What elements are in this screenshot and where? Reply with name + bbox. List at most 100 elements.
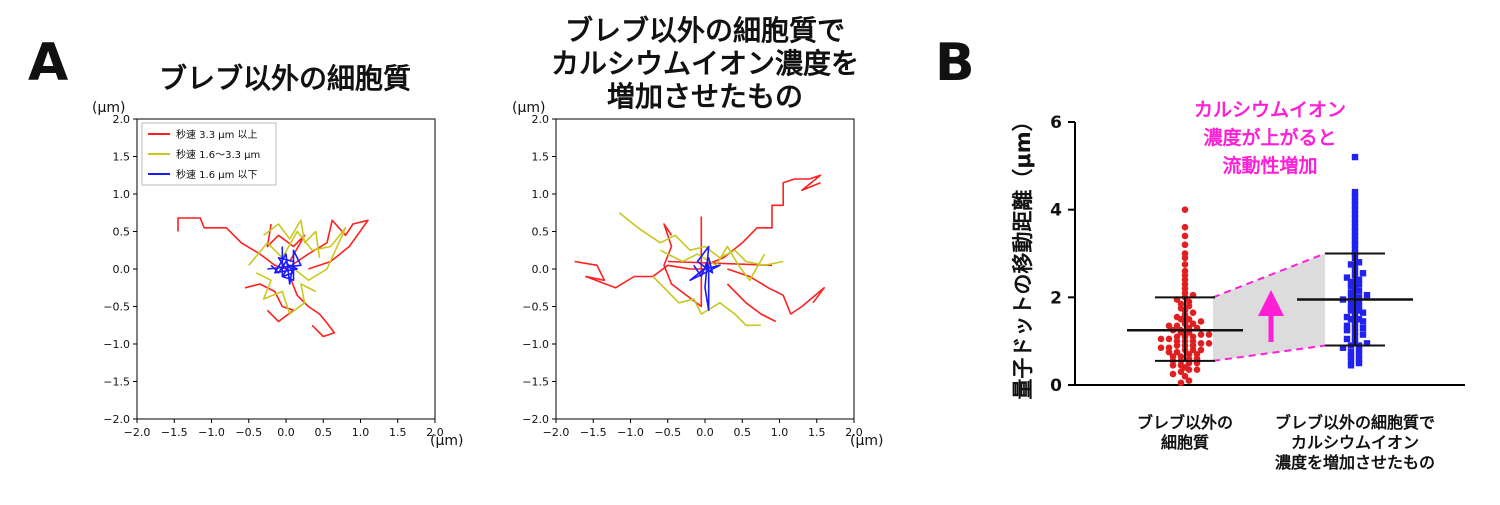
annotation-line-1: カルシウムイオン: [1194, 99, 1346, 121]
y-tick-label: −1.5: [522, 376, 549, 389]
legend-label-fast: 秒速 3.3 μm 以上: [176, 128, 258, 141]
data-point-square: [1351, 210, 1359, 218]
y-tick-label: 0.5: [113, 226, 131, 239]
legend-label-medium: 秒速 1.6～3.3 μm: [176, 148, 260, 161]
data-point-circle: [1197, 340, 1205, 347]
category-label: 濃度を増加させたもの: [1275, 453, 1435, 472]
data-point-circle: [1181, 261, 1189, 268]
data-point-square: [1355, 359, 1363, 367]
y-tick-label: 2: [1050, 288, 1062, 308]
data-point-square: [1355, 355, 1363, 362]
data-point-circle: [1165, 322, 1173, 330]
y-unit-label: (μm): [92, 100, 125, 116]
y-tick-label: 0.5: [532, 226, 550, 239]
trajectory-plot-control: ブレブ以外の細胞質 (μm) (μm) −2.0 −1.5 −1.0 −0.5 0.0 0…: [92, 62, 463, 449]
y-tick-labels: −2.0 −1.5 −1.0 −0.5 0.0 0.5 1.0 1.5 2.0: [103, 113, 137, 426]
data-point-square: [1351, 215, 1359, 222]
trajectory-line: [659, 245, 766, 282]
y-tick-label: 1.5: [113, 151, 131, 164]
legend: 秒速 3.3 μm 以上 秒速 1.6～3.3 μm 秒速 1.6 μm 以下: [141, 122, 277, 186]
plot-title-calcium-line-2: カルシウムイオン濃度を: [551, 47, 859, 80]
data-point-square: [1343, 322, 1351, 330]
data-point-square: [1355, 280, 1363, 288]
data-point-square: [1351, 202, 1359, 209]
data-point-square: [1351, 197, 1359, 205]
data-point-circle: [1185, 298, 1193, 306]
data-point-square: [1347, 353, 1355, 360]
y-tick-label: −2.0: [103, 413, 130, 426]
data-point-circle: [1177, 379, 1185, 387]
trajectory-line: [618, 212, 784, 267]
x-unit-label: (μm): [850, 433, 883, 449]
data-point-circle: [1177, 353, 1185, 360]
x-unit-label: (μm): [430, 433, 463, 449]
data-point-circle: [1181, 232, 1189, 240]
y-tick-label: 1.0: [113, 188, 131, 201]
data-point-circle: [1197, 318, 1205, 325]
y-tick-label: 0.0: [113, 263, 131, 276]
data-point-square: [1351, 224, 1359, 231]
y-tick-labels: 0 2 4 6: [1050, 113, 1075, 396]
y-tick-label: 1.5: [532, 151, 550, 164]
data-point-square: [1347, 362, 1355, 369]
increase-arrow: [1258, 290, 1284, 342]
plot-title-calcium-line-3: 増加させたもの: [607, 80, 803, 113]
y-tick-label: −1.0: [103, 338, 130, 351]
data-point-circle: [1177, 368, 1185, 376]
data-point-circle: [1181, 267, 1189, 275]
x-tick-label: −1.0: [198, 426, 225, 439]
plot-title-calcium-line-1: ブレブ以外の細胞質で: [565, 14, 845, 47]
y-tick-label: 4: [1050, 201, 1062, 221]
data-point-square: [1351, 245, 1359, 253]
data-point-circle: [1197, 331, 1205, 338]
y-tick-label: 2.0: [532, 113, 550, 126]
legend-label-slow: 秒速 1.6 μm 以下: [176, 168, 258, 181]
data-point-square: [1347, 289, 1355, 297]
data-point-square: [1355, 351, 1363, 358]
data-point-square: [1347, 305, 1355, 312]
data-point-square: [1359, 309, 1367, 316]
y-tick-labels: −2.0 −1.5 −1.0 −0.5 0.0 0.5 1.0 1.5 2.0: [522, 113, 556, 426]
trajectory-line: [267, 246, 302, 282]
y-unit-label: (μm): [512, 100, 545, 116]
trajectory-line: [704, 174, 822, 267]
trajectory-line: [689, 245, 721, 312]
x-tick-labels: −2.0 −1.5 −1.0 −0.5 0.0 0.5 1.0 1.5 2.0: [543, 419, 863, 439]
x-tick-label: 1.5: [808, 426, 826, 439]
data-point-circle: [1189, 320, 1197, 327]
x-tick-label: 1.5: [389, 426, 407, 439]
data-point-square: [1347, 348, 1355, 356]
data-point-square: [1339, 344, 1347, 351]
data-point-square: [1355, 346, 1363, 354]
x-tick-label: 1.0: [352, 426, 370, 439]
data-point-square: [1359, 270, 1367, 277]
data-point-circle: [1181, 372, 1189, 380]
trajectory-line: [248, 227, 347, 282]
category-label: 細胞質: [1161, 433, 1209, 452]
increase-dashed-guides: [1212, 252, 1326, 362]
y-tick-label: −2.0: [522, 413, 549, 426]
arrow-head-icon: [1258, 290, 1284, 316]
x-tick-label: −1.5: [580, 426, 607, 439]
data-point-square: [1351, 153, 1359, 161]
x-tick-label: −2.0: [543, 426, 570, 439]
y-tick-label: −1.5: [103, 376, 130, 389]
data-point-square: [1355, 302, 1363, 310]
x-tick-label: 0.5: [734, 426, 752, 439]
data-point-circle: [1205, 331, 1213, 338]
y-tick-label: −0.5: [522, 301, 549, 314]
data-point-square: [1351, 237, 1359, 244]
data-point-square: [1347, 357, 1355, 365]
data-point-square: [1355, 307, 1363, 314]
data-point-square: [1347, 316, 1355, 323]
panel-letter-a: A: [28, 33, 68, 93]
data-point-circle: [1193, 351, 1201, 358]
data-point-square: [1351, 193, 1359, 200]
data-point-circle: [1181, 223, 1189, 231]
x-tick-label: −1.5: [161, 426, 188, 439]
data-point-circle: [1189, 309, 1197, 316]
data-point-circle: [1181, 250, 1189, 257]
y-tick-label: −1.0: [522, 338, 549, 351]
x-tick-label: −0.5: [235, 426, 262, 439]
